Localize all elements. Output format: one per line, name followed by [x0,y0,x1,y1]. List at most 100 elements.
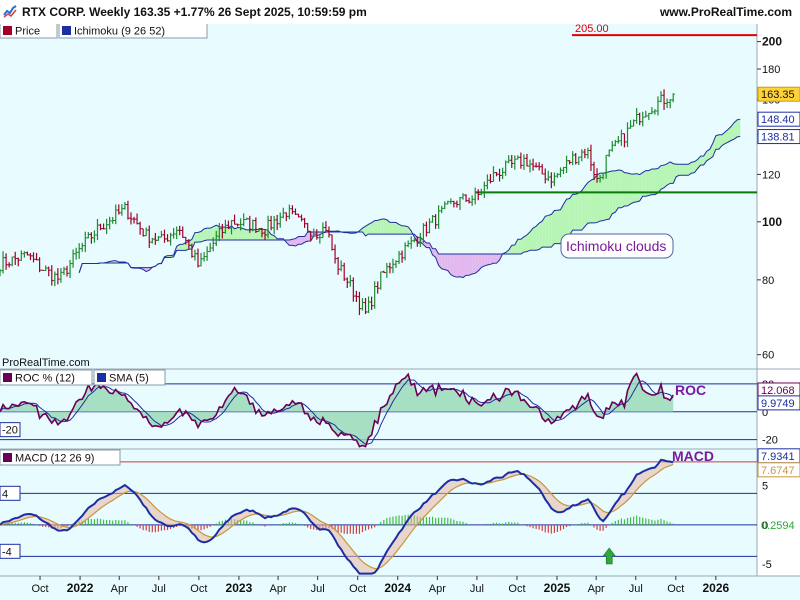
ichimoku-cloud-segment [289,239,293,246]
price-legend-item[interactable]: Ichimoku (9 26 52) [58,24,208,39]
price-bar [488,173,493,184]
histogram-value-label: 0.2594 [761,520,795,532]
price-bar [494,171,499,177]
ichimoku-cloud-segment [715,134,719,150]
ichimoku-cloud-segment [523,234,527,253]
macd-legend-item[interactable]: MACD (12 26 9) [0,449,121,466]
signal-value-label: 7.6747 [761,465,795,477]
price-bar [229,219,234,235]
ichimoku-cloud-segment [609,170,613,220]
price-bar [275,214,279,231]
ichimoku-cloud-segment [709,143,713,159]
buy-signal-arrow-icon [602,547,616,565]
ichimoku-cloud-segment [731,122,735,141]
ichimoku-cloud-segment [670,161,674,184]
ichimoku-cloud-segment [231,225,235,240]
time-axis-label: 2024 [384,581,411,595]
time-axis-label: Jul [311,583,325,595]
price-bar [299,214,304,222]
price-bar [162,229,167,243]
site-url[interactable]: www.ProRealTime.com [659,5,792,19]
ichimoku-cloud-segment [210,226,214,240]
price-legend-label: Ichimoku (9 26 52) [74,26,165,38]
price-bar [339,260,343,272]
price-bar [354,290,358,303]
price-bar [184,236,188,245]
price-bar [214,230,218,247]
price-bar [59,268,63,283]
price-bar [400,250,404,263]
roc-legend-item[interactable]: ROC % (12) [0,369,93,386]
price-bar [239,218,243,231]
chart-area[interactable]: 205.00 6080100120140160180200200-2050-51… [0,24,800,600]
ichimoku-cloud-segment [179,244,183,251]
price-bar [321,222,325,239]
ichimoku-cloud-segment [569,194,573,236]
price-bar [254,217,258,233]
price-bar [571,151,575,166]
ichimoku-cloud-segment [228,225,232,240]
ichimoku-cloud-segment [590,178,594,223]
price-bar [491,166,496,182]
macd-signal-line [0,463,674,570]
price-bar [150,237,154,244]
ichimoku-cloud-segment [581,186,585,231]
price-bar [513,155,517,170]
price-bar [644,110,648,118]
price-bar [248,215,252,233]
ichimoku-cloud-segment [496,253,500,264]
ichimoku-cloud-segment [392,222,396,235]
time-axis-label: Oct [190,583,207,595]
price-legend-item[interactable]: Price [0,24,58,39]
price-bar [129,212,133,225]
ichimoku-cloud-segment [575,193,579,231]
price-bar [211,237,215,252]
price-bar [656,96,660,116]
watermark-text: ProRealTime.com [2,357,90,369]
roc-legend-item[interactable]: SMA (5) [93,369,166,386]
price-bar [333,244,337,264]
price-bar [628,120,633,129]
ichimoku-cloud-segment [542,216,546,248]
ichimoku-cloud-segment [475,253,479,274]
price-bar [427,218,432,234]
ichimoku-cloud-segment [639,172,643,201]
price-bar [348,275,352,287]
time-axis-label: Jul [629,583,643,595]
price-bar [196,248,200,268]
price-bar [516,155,520,160]
price-axis-label: 60 [762,350,774,362]
ichimoku-cloud-segment [295,236,299,247]
price-bar [83,231,87,253]
price-bar [583,148,587,159]
price-bar [141,228,145,237]
price-bar [190,243,194,258]
ichimoku-cloud-segment [648,168,652,196]
time-axis-label: 2022 [67,581,94,595]
price-bar [342,262,346,281]
ichimoku-cloud-segment [493,253,497,264]
price-bar [373,281,377,309]
time-axis-label: 2025 [544,581,571,595]
price-bar [178,225,182,236]
price-bar [50,265,54,286]
price-bar [589,144,593,172]
chart-title: RTX CORP. Weekly 163.35 +1.77% 26 Sept 2… [22,5,367,19]
price-bar [108,216,112,230]
ichimoku-cloud-segment [423,239,427,248]
ichimoku-cloud-segment [651,168,655,195]
ichimoku-cloud-segment [563,199,567,240]
price-bar [22,251,26,258]
price-bar [391,258,395,274]
ichimoku-cloud-segment [661,165,665,190]
ichimoku-cloud-segment [526,231,531,252]
price-bar [287,204,291,220]
price-bar [476,189,480,201]
ichimoku-cloud-segment [508,245,512,254]
price-bar [193,249,197,261]
price-bar [470,195,474,206]
price-bar [415,236,419,247]
ichimoku-cloud-segment [615,170,619,213]
price-bar [564,155,569,173]
price-bar [318,234,322,244]
